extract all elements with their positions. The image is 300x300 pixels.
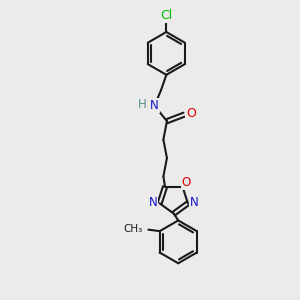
Text: O: O (182, 176, 191, 189)
Text: H: H (138, 98, 146, 111)
Text: CH₃: CH₃ (123, 224, 142, 234)
Text: N: N (150, 99, 159, 112)
Text: O: O (186, 107, 196, 120)
Text: Cl: Cl (160, 9, 172, 22)
Text: N: N (149, 196, 158, 208)
Text: N: N (190, 196, 199, 208)
